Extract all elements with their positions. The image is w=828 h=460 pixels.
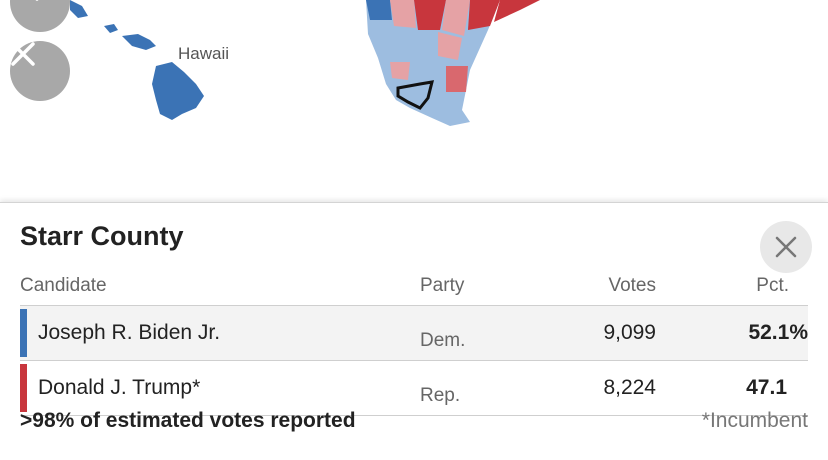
- candidate-name: Donald J. Trump*: [38, 376, 201, 399]
- texas-counties: [366, 0, 540, 126]
- incumbent-note: *Incumbent: [701, 409, 808, 432]
- column-header-party: Party: [420, 267, 540, 306]
- candidate-cell: Donald J. Trump*: [20, 360, 420, 416]
- party-color-bar: [20, 364, 27, 412]
- county-results-panel: Starr County Candidate Party Votes Pct. …: [0, 202, 828, 460]
- table-row: Joseph R. Biden Jr. Dem. 9,099 52.1%: [20, 305, 808, 361]
- column-header-candidate: Candidate: [20, 267, 420, 306]
- close-icon: [11, 42, 35, 66]
- pct-cell: 47.1: [660, 360, 808, 416]
- candidate-cell: Joseph R. Biden Jr.: [20, 305, 420, 361]
- election-map[interactable]: Hawaii: [0, 0, 828, 202]
- party-color-bar: [20, 309, 27, 357]
- clear-button[interactable]: [10, 41, 70, 101]
- search-icon: [35, 0, 39, 1]
- reporting-status: >98% of estimated votes reported: [20, 409, 356, 432]
- pct-cell: 52.1%: [660, 305, 808, 361]
- votes-cell: 9,099: [540, 305, 660, 361]
- votes-cell: 8,224: [540, 360, 660, 416]
- column-header-pct: Pct.: [660, 267, 808, 306]
- candidate-name: Joseph R. Biden Jr.: [38, 321, 221, 344]
- map-label-hawaii: Hawaii: [178, 44, 230, 63]
- results-table: Candidate Party Votes Pct. Joseph R. Bid…: [20, 267, 808, 416]
- table-row: Donald J. Trump* Rep. 8,224 47.1: [20, 360, 808, 416]
- hawaii-islands: [70, 0, 204, 120]
- column-header-votes: Votes: [540, 267, 660, 306]
- party-cell: Rep.: [420, 360, 540, 416]
- county-title: Starr County: [20, 221, 184, 251]
- map-canvas[interactable]: [0, 0, 828, 202]
- table-header-row: Candidate Party Votes Pct.: [20, 267, 808, 306]
- close-icon: [775, 236, 797, 258]
- party-cell: Dem.: [420, 305, 540, 361]
- close-panel-button[interactable]: [760, 221, 812, 273]
